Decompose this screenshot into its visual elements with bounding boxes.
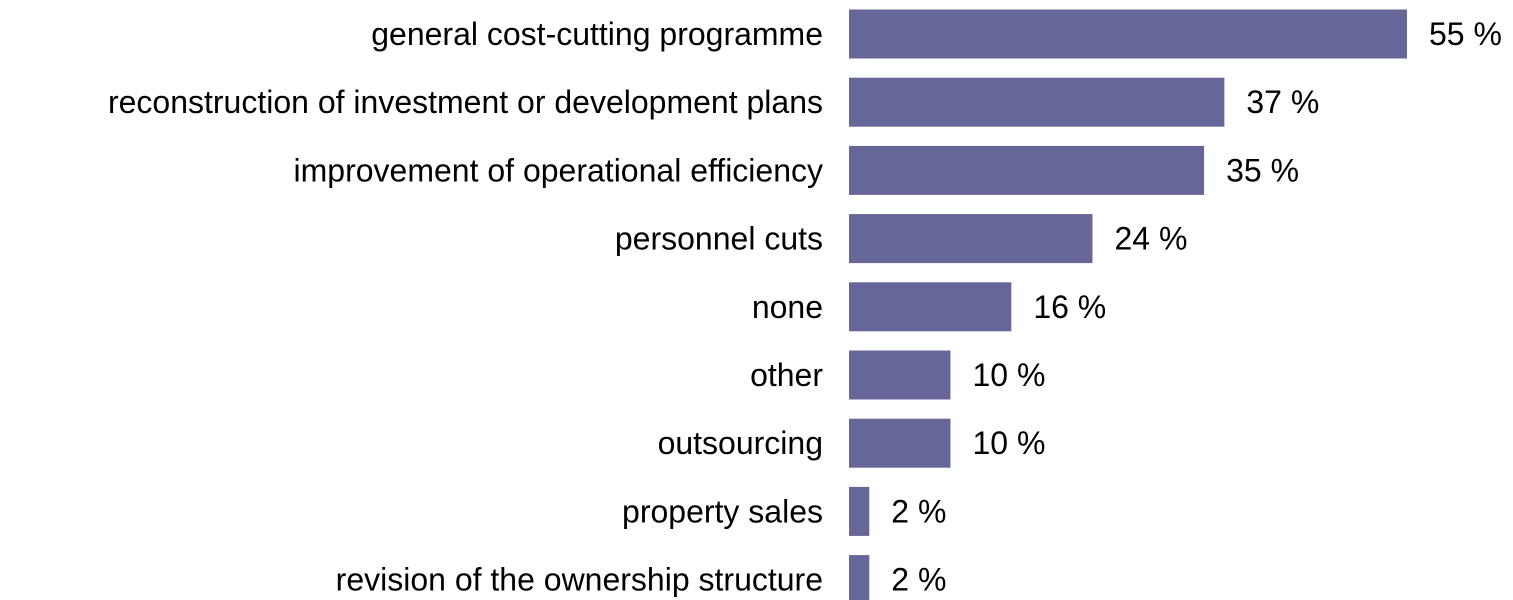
value-label: 2 % bbox=[891, 562, 946, 598]
category-label: outsourcing bbox=[658, 425, 823, 461]
category-label: reconstruction of investment or developm… bbox=[108, 84, 823, 120]
category-label: revision of the ownership structure bbox=[336, 562, 823, 598]
value-label: 24 % bbox=[1114, 221, 1187, 257]
value-label: 10 % bbox=[972, 357, 1045, 393]
value-label: 10 % bbox=[972, 425, 1045, 461]
bars bbox=[849, 9, 1407, 600]
value-label: 35 % bbox=[1226, 152, 1299, 188]
category-label: personnel cuts bbox=[615, 221, 823, 257]
bar bbox=[849, 555, 870, 600]
value-labels: 55 % 37 % 35 % 24 %16 % 10 % 10 % 2 % 2 % bbox=[891, 16, 1502, 598]
bar bbox=[849, 350, 951, 400]
bar bbox=[849, 214, 1093, 264]
value-label: 16 % bbox=[1033, 289, 1106, 325]
bar bbox=[849, 9, 1407, 59]
category-label: improvement of operational efficiency bbox=[294, 152, 823, 188]
value-label: 55 % bbox=[1429, 16, 1502, 52]
bar bbox=[849, 486, 870, 536]
bar bbox=[849, 77, 1225, 127]
category-label: property sales bbox=[622, 493, 823, 529]
category-label: general cost-cutting programme bbox=[371, 16, 823, 52]
bar bbox=[849, 145, 1205, 195]
bar bbox=[849, 282, 1012, 332]
bar bbox=[849, 418, 951, 468]
value-label: 37 % bbox=[1246, 84, 1319, 120]
category-label: other bbox=[750, 357, 823, 393]
category-label: none bbox=[752, 289, 823, 325]
value-label: 2 % bbox=[891, 493, 946, 529]
category-labels: general cost-cutting programme reconstruc… bbox=[108, 16, 823, 598]
